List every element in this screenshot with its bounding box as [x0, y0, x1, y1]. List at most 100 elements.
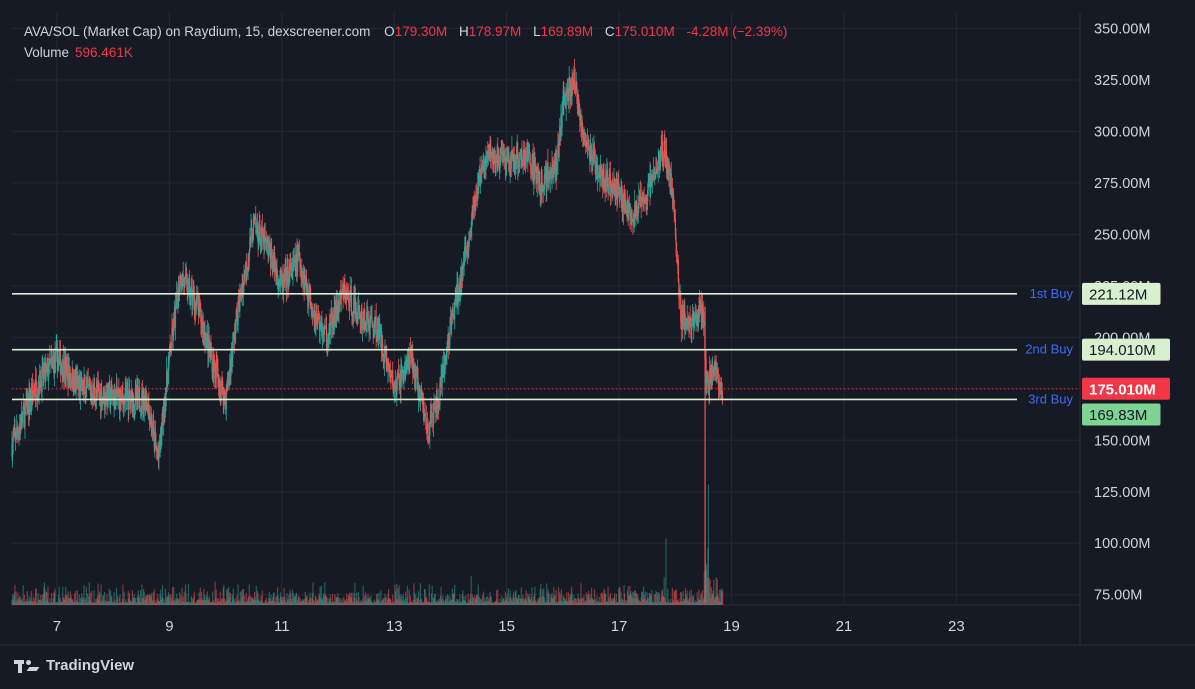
candle-body	[186, 278, 188, 293]
volume-bar	[131, 590, 134, 605]
candle-body	[415, 378, 417, 386]
level-tag: 221.12M	[1089, 286, 1147, 303]
price-axis[interactable]: 75.00M100.00M125.00M150.00M175.00M200.00…	[1094, 21, 1150, 603]
candle-body	[571, 79, 573, 97]
candle-body	[412, 352, 414, 373]
volume-bar	[400, 594, 402, 605]
volume-bar	[715, 577, 717, 605]
candle-body	[184, 274, 187, 277]
candle-body	[215, 364, 217, 379]
volume-bar	[147, 594, 149, 605]
candle-body	[68, 364, 70, 378]
candle-body	[484, 158, 486, 178]
candle-body	[410, 349, 412, 355]
volume-bar	[555, 589, 557, 605]
volume-bar	[22, 585, 24, 605]
volume-bar	[454, 584, 456, 605]
tradingview-logo[interactable]: TradingView	[14, 657, 134, 674]
candle-body	[47, 361, 49, 378]
candle-body	[252, 238, 254, 243]
volume-bar	[212, 591, 214, 605]
volume-bar	[88, 582, 90, 605]
candle-body	[312, 312, 315, 315]
symbol-title[interactable]: AVA/SOL (Market Cap) on Raydium, 15, dex…	[24, 24, 371, 39]
volume-bar	[249, 595, 252, 605]
volume-bar	[269, 598, 271, 605]
candle-body	[510, 152, 512, 170]
candle-body	[367, 310, 369, 326]
volume-bar	[482, 591, 485, 605]
volume-bar	[481, 595, 483, 605]
volume-bar	[78, 594, 80, 605]
close-value: 175.010M	[614, 24, 675, 39]
volume-bar	[193, 591, 195, 605]
volume-bar	[709, 579, 711, 605]
candle-body	[361, 320, 364, 329]
candle-body	[347, 292, 350, 300]
volume-bar	[540, 584, 542, 605]
volume-bar	[265, 597, 267, 605]
candle-body	[624, 193, 626, 205]
candle-body	[151, 432, 154, 434]
volume-bar	[237, 584, 239, 605]
candle-body	[57, 359, 59, 371]
candle-body	[709, 369, 711, 391]
volume-bar	[312, 582, 314, 605]
candle-body	[79, 380, 82, 396]
candle-body	[279, 270, 282, 286]
volume-bar	[644, 591, 646, 605]
candle-body	[37, 391, 39, 397]
volume-bar	[543, 588, 545, 605]
candle-body	[355, 313, 357, 317]
volume-bar	[330, 597, 332, 605]
candle-body	[168, 346, 171, 356]
candle-body	[609, 173, 611, 175]
candle-body	[45, 367, 47, 378]
candle-body	[521, 152, 523, 160]
candle-body	[644, 198, 646, 201]
low-label: L	[533, 24, 541, 39]
candle-body	[23, 406, 25, 409]
candle-body	[703, 311, 705, 326]
candle-body	[191, 287, 193, 305]
candle-body	[530, 165, 532, 174]
candle-body	[138, 388, 140, 391]
volume-bar	[412, 599, 414, 605]
candle-body	[434, 401, 436, 410]
candle-body	[266, 239, 269, 244]
candle-body	[582, 130, 584, 139]
volume-bar	[108, 588, 110, 605]
candle-body	[317, 316, 319, 318]
candle-body	[337, 312, 339, 314]
candle-body	[586, 142, 589, 146]
candle-body	[87, 379, 89, 387]
candle-body	[76, 376, 79, 386]
candle-body	[643, 196, 645, 199]
candle-body	[527, 147, 529, 160]
x-tick-label: 21	[836, 618, 853, 635]
candle-body	[11, 442, 14, 457]
candle-body	[444, 354, 446, 357]
volume-bar	[614, 599, 616, 605]
candle-body	[426, 430, 428, 431]
volume-bar	[275, 596, 277, 605]
candle-body	[321, 334, 324, 337]
candle-body	[392, 370, 394, 386]
candle-body	[134, 389, 136, 405]
volume-bar	[127, 591, 129, 605]
time-axis[interactable]: 7 9 11 13 15 17 19 21 23	[53, 618, 965, 635]
volume-bar	[97, 583, 99, 605]
candle-body	[581, 121, 583, 131]
candle-body	[462, 265, 464, 279]
candle-body	[288, 268, 290, 284]
candle-body	[261, 227, 263, 238]
candle-body	[113, 395, 115, 405]
volume-bar	[243, 595, 246, 605]
volume-bar	[291, 589, 293, 605]
last-price-tag-bg	[1082, 377, 1170, 400]
candle-body	[252, 216, 254, 239]
candle-body	[354, 297, 357, 314]
candle-body	[274, 252, 276, 272]
candle-body	[425, 418, 427, 431]
